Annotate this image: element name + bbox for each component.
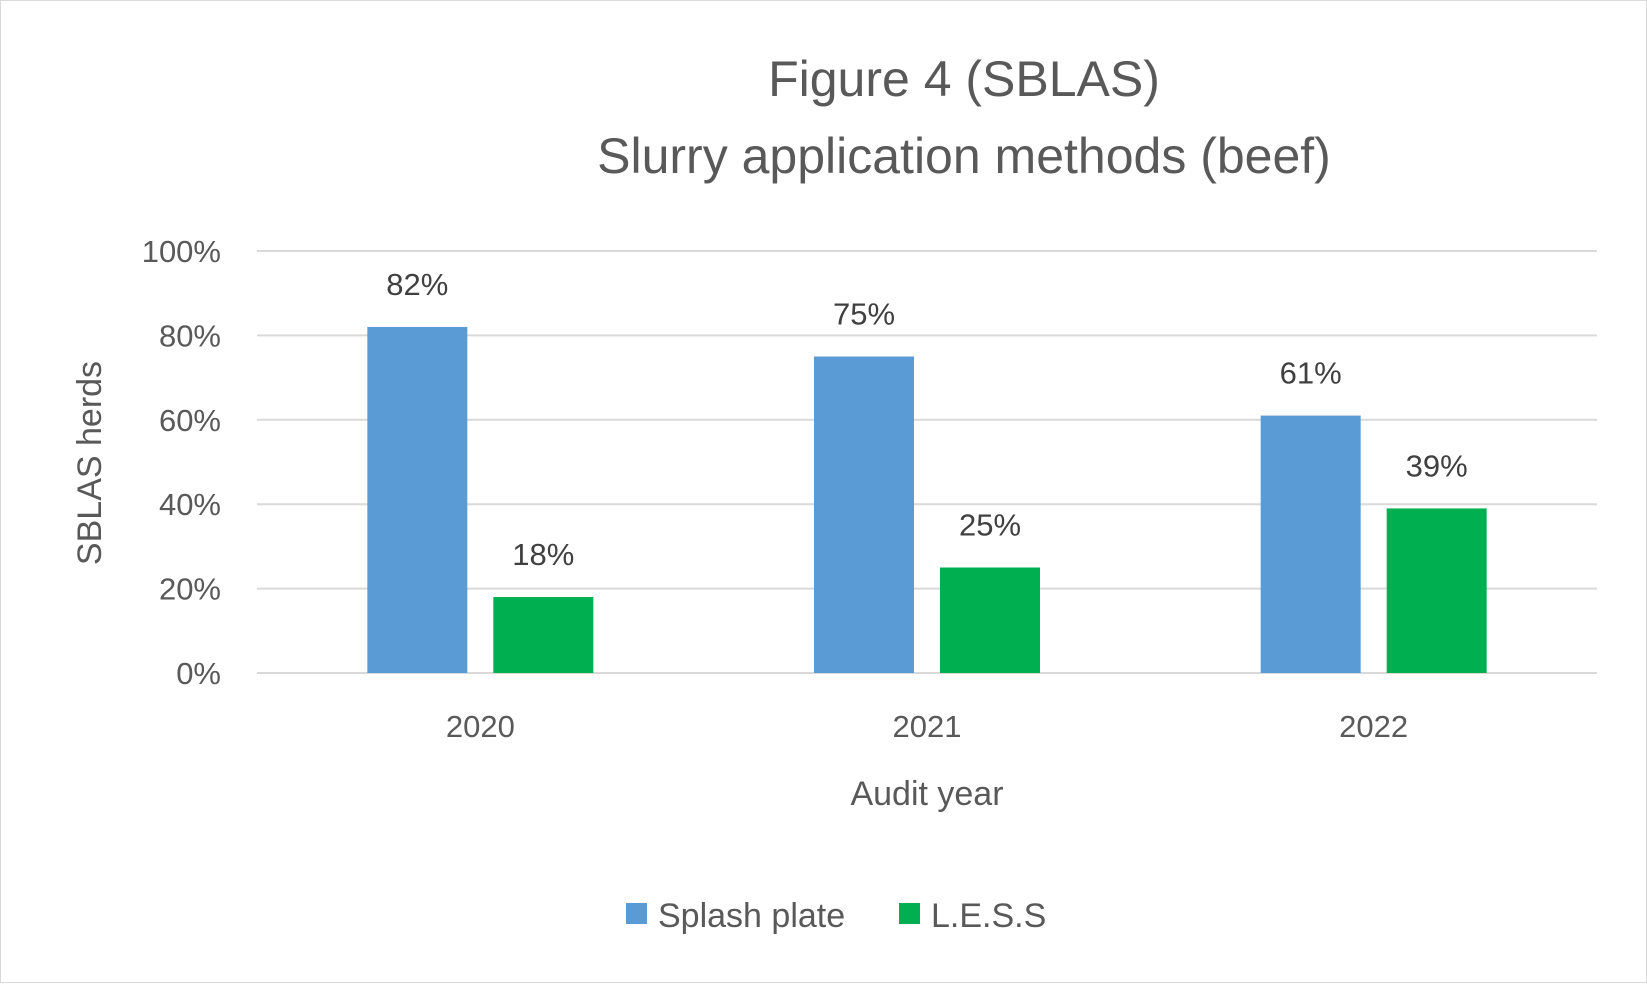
- legend-label: Splash plate: [658, 897, 845, 935]
- data-label: 39%: [1406, 448, 1468, 483]
- data-label: 18%: [512, 537, 574, 572]
- x-axis-ticks: 2020 2021 2022: [446, 709, 1408, 744]
- data-labels: 82% 18% 75% 25% 61% 39%: [386, 267, 1467, 572]
- bar-2021-series-1: [940, 567, 1040, 673]
- x-tick-label: 2022: [1339, 709, 1408, 744]
- y-tick-label: 20%: [159, 572, 221, 607]
- legend-swatch: [899, 903, 920, 924]
- data-label: 61%: [1280, 356, 1342, 391]
- y-tick-label: 100%: [142, 234, 221, 269]
- bar-2021-series-0: [814, 356, 914, 673]
- x-tick-label: 2021: [893, 709, 962, 744]
- y-tick-label: 60%: [159, 403, 221, 438]
- bar-2022-series-0: [1260, 415, 1361, 673]
- chart-title: Figure 4 (SBLAS): [768, 51, 1160, 107]
- bars: [367, 326, 1487, 673]
- data-label: 82%: [386, 267, 448, 302]
- chart-subtitle: Slurry application methods (beef): [597, 128, 1331, 184]
- legend: Splash plate L.E.S.S: [626, 897, 1046, 935]
- bar-2022-series-1: [1386, 508, 1487, 673]
- y-axis-title: SBLAS herds: [71, 361, 109, 565]
- y-tick-label: 80%: [159, 318, 221, 353]
- bar-2020-series-0: [367, 326, 468, 673]
- y-tick-label: 40%: [159, 487, 221, 522]
- data-label: 25%: [959, 508, 1021, 543]
- y-axis-ticks: 0% 20% 40% 60% 80% 100%: [142, 234, 221, 691]
- data-label: 75%: [833, 297, 895, 332]
- x-axis-title: Audit year: [850, 775, 1003, 813]
- bar-2020-series-1: [493, 597, 594, 673]
- gridlines: [257, 250, 1597, 674]
- x-tick-label: 2020: [446, 709, 515, 744]
- y-tick-label: 0%: [176, 656, 221, 691]
- legend-label: L.E.S.S: [931, 897, 1046, 935]
- legend-swatch: [626, 903, 647, 924]
